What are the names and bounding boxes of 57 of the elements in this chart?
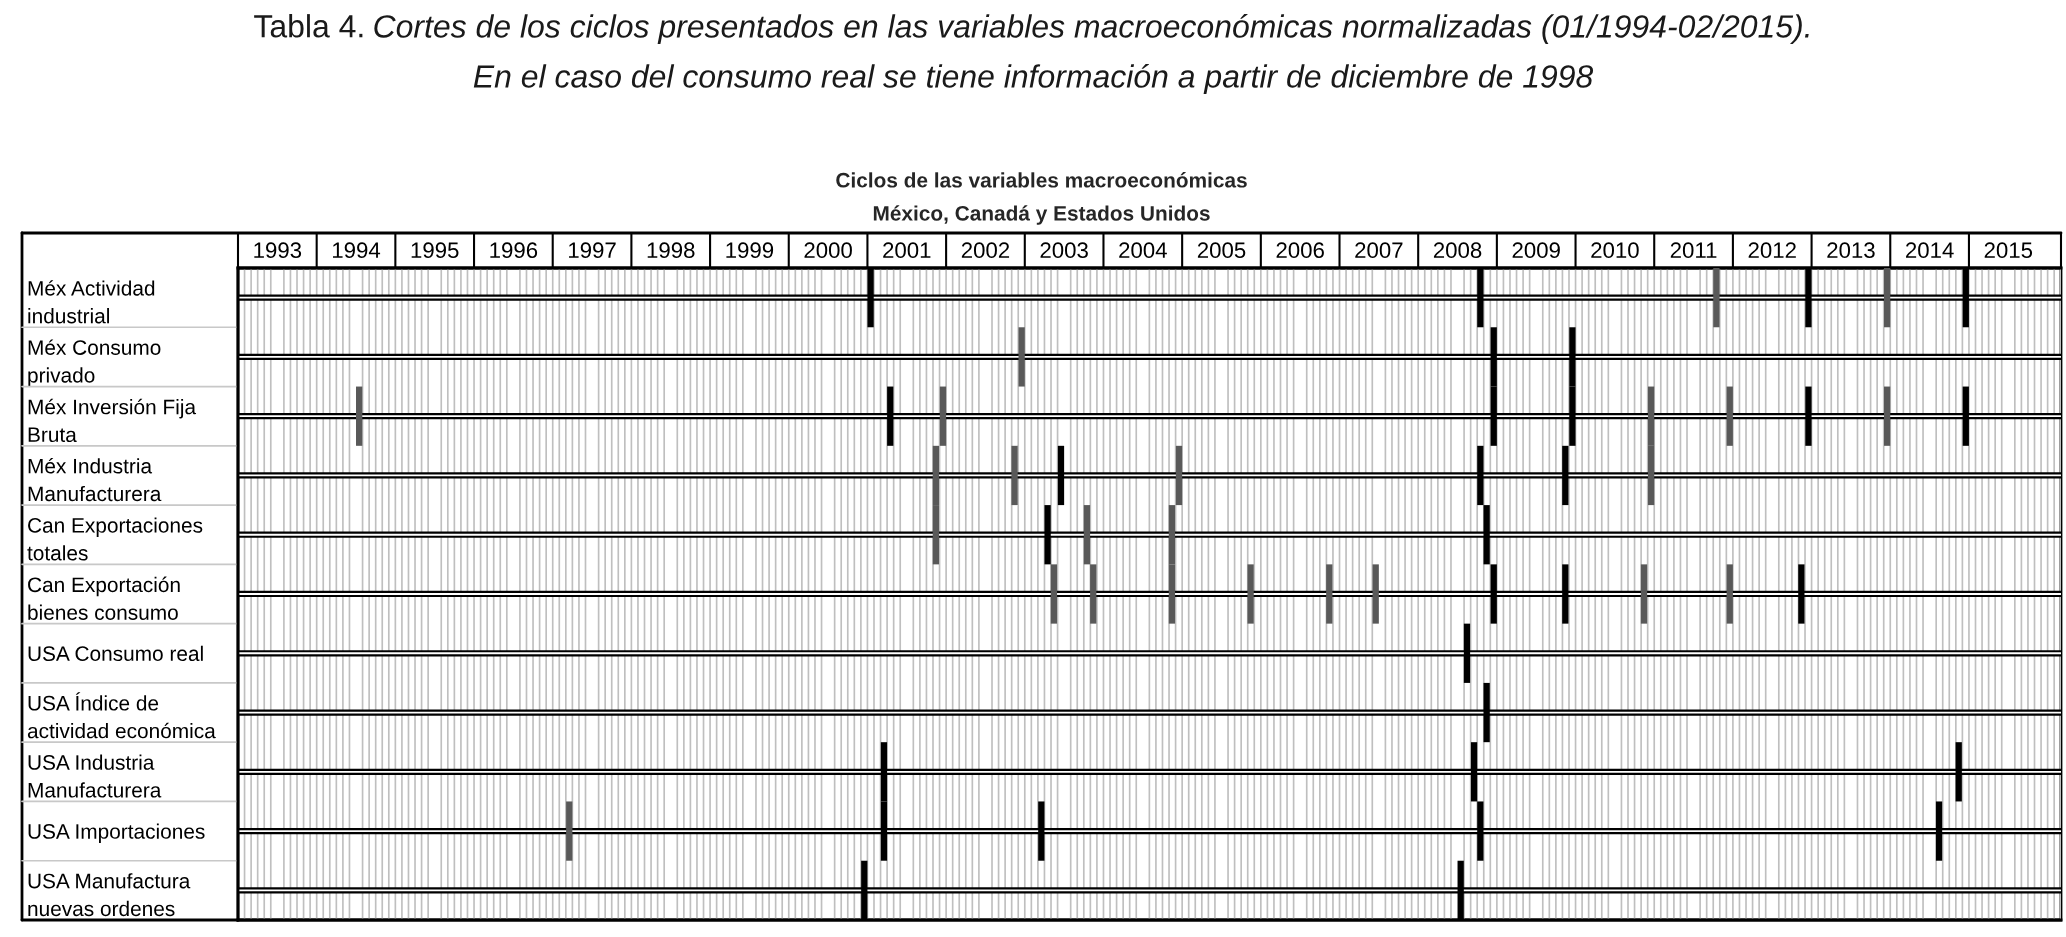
bar xyxy=(1050,564,1058,624)
bar xyxy=(1326,564,1333,624)
x-tick-label: 2002 xyxy=(961,242,1010,259)
x-tick-label: 1995 xyxy=(411,242,459,259)
x-tick-label: 2011 xyxy=(1670,242,1717,259)
x-tick-label: 2000 xyxy=(804,242,852,259)
y-tick-label: Can Exportaciones totales xyxy=(27,517,203,561)
y-tick-label: USA Consumo real xyxy=(28,645,203,662)
bar xyxy=(1083,505,1091,565)
bar xyxy=(1726,564,1733,624)
x-tick-label: 2001 xyxy=(883,242,931,259)
y-tick-label: USA Manufactura nuevas ordenes xyxy=(28,873,191,917)
chart-title: Ciclos de las variables macroeconómicas xyxy=(836,172,1247,188)
bar xyxy=(1713,268,1720,328)
bar xyxy=(356,386,363,446)
y-tick-label: Méx Industria Manufacturera xyxy=(28,457,162,502)
x-tick-label: 1999 xyxy=(726,242,774,259)
x-tick-label: 2006 xyxy=(1276,242,1324,259)
bar xyxy=(1018,327,1025,387)
x-tick-label: 1993 xyxy=(254,242,302,259)
chart-subtitle: México, Canadá y Estados Unidos xyxy=(873,205,1210,225)
y-tick-label: USA Industria Manufacturera xyxy=(28,754,162,798)
text: En el caso del consumo real se tiene información a partir de diciembre de 1998 xyxy=(473,63,1594,95)
x-tick-label: 1996 xyxy=(490,242,538,259)
bar xyxy=(939,386,947,446)
x-tick-label: 1994 xyxy=(333,242,381,259)
bar xyxy=(1011,445,1018,506)
bar xyxy=(1883,386,1891,446)
x-tick-label: 2003 xyxy=(1040,242,1088,259)
y-tick-label: Can Exportación bienes consumo xyxy=(28,576,180,620)
x-tick-label: 1998 xyxy=(647,242,695,259)
x-tick-label: 2005 xyxy=(1197,242,1246,259)
bar xyxy=(1726,386,1733,446)
text: Tabla 4. xyxy=(254,14,363,38)
x-tick-label: 2014 xyxy=(1906,242,1954,259)
bar xyxy=(1090,564,1097,624)
y-tick-label: Méx Actividad industrial xyxy=(28,280,155,324)
y-tick-label: USA Índice de actividad económica xyxy=(27,692,216,739)
y-tick-label: Méx Inversión Fija Bruta xyxy=(28,398,197,443)
bar xyxy=(1883,268,1891,328)
x-tick-label: 2008 xyxy=(1433,242,1482,259)
bar xyxy=(1247,564,1254,624)
y-tick-label: USA Importaciones xyxy=(28,823,205,843)
x-tick-label: 2012 xyxy=(1748,242,1796,259)
x-tick-label: 2013 xyxy=(1827,242,1875,259)
bar xyxy=(1640,564,1648,624)
x-tick-label: 2004 xyxy=(1119,242,1167,259)
x-tick-label: 2010 xyxy=(1591,242,1639,259)
x-tick-label: 2015 xyxy=(1984,242,2033,259)
bar xyxy=(1175,445,1183,506)
bar xyxy=(1372,564,1379,624)
x-tick-label: 2009 xyxy=(1512,242,1560,259)
text: Cortes de los ciclos presentados en las variables macroeconómicas normalizadas (01/1994-02/2015). xyxy=(374,13,1809,45)
x-tick-label: 1997 xyxy=(569,242,616,259)
y-tick-label: Méx Consumo privado xyxy=(28,339,161,387)
x-tick-label: 2007 xyxy=(1355,242,1403,259)
bar xyxy=(566,801,573,861)
